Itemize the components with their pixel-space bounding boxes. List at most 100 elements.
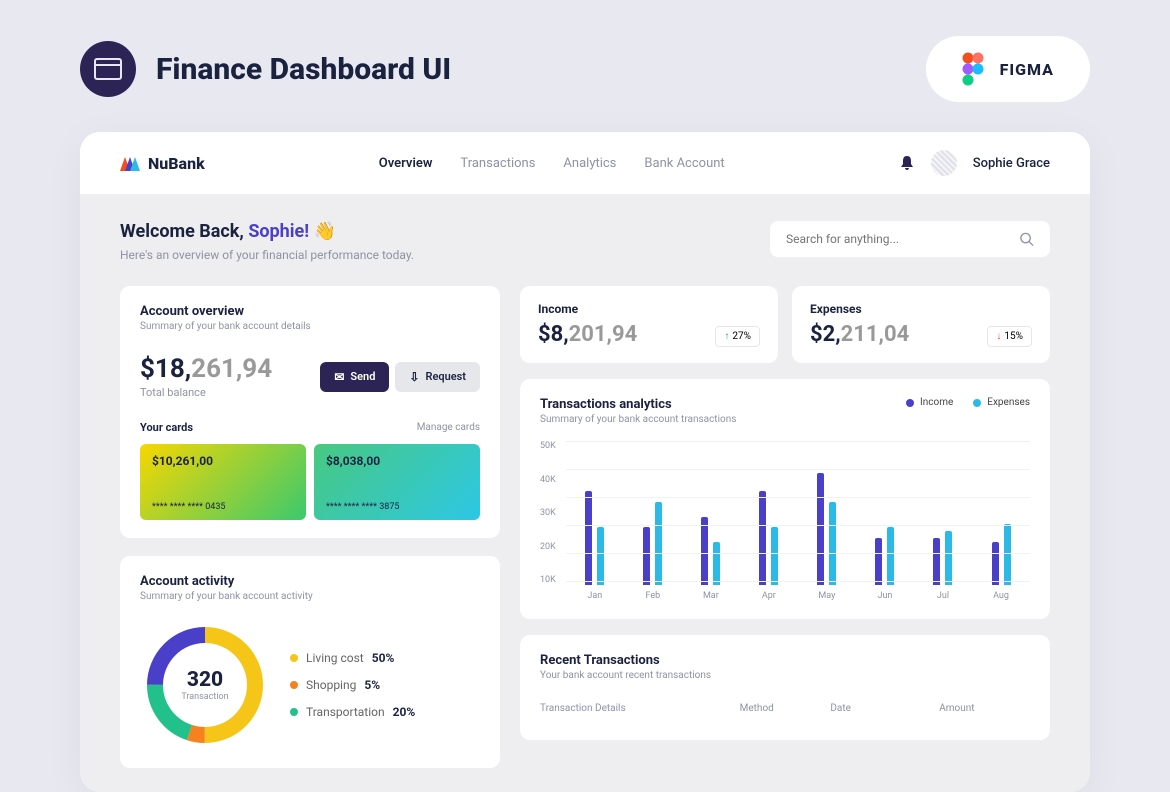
expenses-bar [1004, 524, 1011, 585]
y-tick: 50K [540, 441, 556, 451]
month-group: Mar [682, 441, 740, 601]
table-header: Amount [939, 703, 1030, 714]
card-subtitle: Summary of your bank account activity [140, 591, 480, 602]
nav-item-transactions[interactable]: Transactions [460, 156, 535, 171]
income-card: Income $8,201,94 ↑27% [520, 286, 778, 363]
brand[interactable]: NuBank [120, 154, 205, 173]
expenses-bar [771, 527, 778, 585]
month-group: Jul [914, 441, 972, 601]
category-dot-icon [290, 708, 298, 716]
welcome-prefix: Welcome Back, [120, 221, 248, 242]
card-subtitle: Summary of your bank account details [140, 321, 480, 332]
manage-cards-link[interactable]: Manage cards [417, 422, 480, 433]
expenses-amount: $2,211,04 [810, 322, 909, 347]
card-title: Recent Transactions [540, 653, 1030, 668]
category-name: Shopping [306, 678, 356, 692]
card-number: **** **** **** 0435 [152, 502, 225, 512]
expenses-delta: ↓15% [987, 326, 1032, 347]
month-group: Apr [740, 441, 798, 601]
month-label: Feb [645, 591, 660, 601]
month-group: Jun [856, 441, 914, 601]
y-tick: 30K [540, 508, 556, 518]
donut-value: 320 [181, 668, 228, 692]
username[interactable]: Sophie Grace [973, 156, 1050, 171]
account-overview-card: Account overview Summary of your bank ac… [120, 286, 500, 538]
nav-item-overview[interactable]: Overview [379, 156, 433, 171]
donut-chart: 320 Transaction [140, 620, 270, 750]
expenses-bar [597, 527, 604, 585]
legend-item: Expenses [973, 397, 1030, 408]
table-header: Transaction Details [540, 703, 740, 714]
income-bar [875, 538, 882, 585]
search-icon [1019, 231, 1034, 247]
y-tick: 20K [540, 542, 556, 552]
card-amount: $8,038,00 [326, 454, 468, 468]
category-pct: 5% [364, 678, 380, 692]
send-button[interactable]: ✉Send [320, 362, 389, 392]
category-pct: 20% [393, 705, 416, 719]
income-bar [933, 538, 940, 585]
category-dot-icon [290, 654, 298, 662]
request-button[interactable]: ⇩Request [395, 362, 480, 392]
card-subtitle: Your bank account recent transactions [540, 670, 1030, 681]
page-title: Finance Dashboard UI [156, 52, 451, 87]
month-label: Jul [937, 591, 949, 601]
nav-item-bank-account[interactable]: Bank Account [644, 156, 724, 171]
expenses-card: Expenses $2,211,04 ↓15% [792, 286, 1050, 363]
nav-item-analytics[interactable]: Analytics [563, 156, 616, 171]
donut-label: Transaction [181, 692, 228, 702]
month-group: Feb [624, 441, 682, 601]
table-header: Method [740, 703, 831, 714]
search-box[interactable] [770, 221, 1050, 257]
balance-label: Total balance [140, 386, 272, 399]
legend-dot-icon [906, 399, 914, 407]
wave-emoji: 👋 [314, 221, 336, 242]
income-amount: $8,201,94 [538, 322, 637, 347]
table-header: Date [830, 703, 939, 714]
avatar[interactable] [931, 150, 957, 176]
month-label: Jan [587, 591, 602, 601]
stat-title: Expenses [810, 302, 909, 316]
category-pct: 50% [372, 651, 395, 665]
card-number: **** **** **** 3875 [326, 502, 399, 512]
expenses-bar [713, 542, 720, 585]
down-arrow-icon: ↓ [996, 331, 1001, 342]
bell-icon[interactable] [899, 155, 915, 171]
month-group: Jan [566, 441, 624, 601]
card-subtitle: Summary of your bank account transaction… [540, 414, 736, 425]
request-icon: ⇩ [409, 370, 419, 384]
income-bar [992, 542, 999, 585]
welcome-name: Sophie! [248, 221, 309, 242]
card-title: Transactions analytics [540, 397, 736, 412]
analytics-card: Transactions analytics Summary of your b… [520, 379, 1050, 619]
welcome-subtitle: Here's an overview of your financial per… [120, 248, 414, 262]
payment-card[interactable]: $8,038,00 **** **** **** 3875 [314, 444, 480, 520]
card-title: Account overview [140, 304, 480, 319]
expenses-bar [887, 527, 894, 585]
welcome-title: Welcome Back, Sophie! 👋 [120, 221, 414, 242]
category-name: Living cost [306, 651, 364, 665]
card-amount: $10,261,00 [152, 454, 294, 468]
figma-badge: FIGMA [926, 36, 1090, 102]
expenses-bar [655, 502, 662, 585]
search-input[interactable] [786, 232, 1019, 246]
figma-label: FIGMA [1000, 60, 1054, 79]
app-icon [80, 41, 136, 97]
category-item: Shopping 5% [290, 678, 415, 692]
month-group: May [798, 441, 856, 601]
category-name: Transportation [306, 705, 385, 719]
stat-title: Income [538, 302, 637, 316]
brand-name: NuBank [148, 154, 205, 173]
recent-transactions-card: Recent Transactions Your bank account re… [520, 635, 1050, 740]
income-bar [585, 491, 592, 585]
balance-amount: $18,261,94 [140, 354, 272, 384]
month-label: Mar [703, 591, 719, 601]
income-delta: ↑27% [715, 326, 760, 347]
payment-card[interactable]: $10,261,00 **** **** **** 0435 [140, 444, 306, 520]
income-bar [817, 473, 824, 585]
category-item: Living cost 50% [290, 651, 415, 665]
income-bar [759, 491, 766, 585]
expenses-bar [829, 502, 836, 585]
y-tick: 10K [540, 575, 556, 585]
month-label: Aug [993, 591, 1009, 601]
